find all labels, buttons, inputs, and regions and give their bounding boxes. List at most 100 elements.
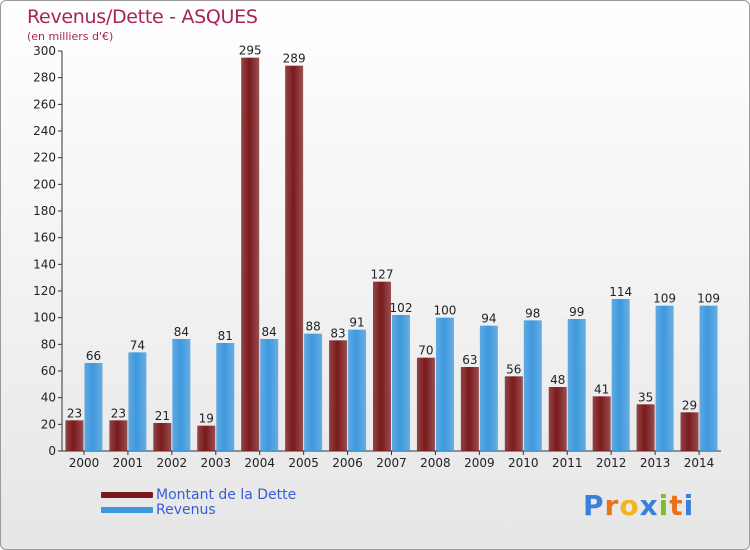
- bar-revenus: [304, 333, 323, 451]
- y-tick-label: 60: [41, 364, 56, 378]
- logo-letter: o: [619, 489, 640, 522]
- y-tick-label: 280: [33, 71, 56, 85]
- logo-letter: P: [583, 489, 605, 522]
- bar-revenus: [84, 363, 103, 451]
- x-tick-label: 2002: [157, 456, 188, 470]
- y-tick-label: 0: [48, 444, 56, 458]
- data-label-revenus: 81: [218, 329, 233, 343]
- y-tick-label: 300: [33, 44, 56, 58]
- x-tick-label: 2000: [69, 456, 100, 470]
- data-label-revenus: 114: [609, 285, 632, 299]
- chart-subtitle: (en milliers d'€): [27, 30, 114, 43]
- data-label-revenus: 66: [86, 349, 101, 363]
- data-label-revenus: 109: [653, 292, 676, 306]
- y-tick-label: 240: [33, 124, 56, 138]
- bar-revenus: [260, 339, 279, 451]
- legend-item-dette: Montant de la Dette: [101, 486, 297, 503]
- legend: Montant de la Dette Revenus: [101, 486, 297, 518]
- x-tick-label: 2014: [684, 456, 715, 470]
- data-label-revenus: 84: [262, 325, 277, 339]
- bar-dette: [592, 396, 611, 451]
- y-tick-label: 100: [33, 311, 56, 325]
- data-label-revenus: 88: [305, 320, 320, 334]
- legend-label-revenus: Revenus: [156, 501, 216, 518]
- data-label-dette: 35: [638, 390, 653, 404]
- bar-revenus: [392, 315, 410, 451]
- legend-swatch-dette: [101, 491, 153, 498]
- x-tick-label: 2010: [508, 456, 539, 470]
- bar-dette: [153, 423, 172, 451]
- data-label-dette: 48: [550, 373, 565, 387]
- bar-dette: [109, 420, 128, 451]
- data-label-revenus: 91: [349, 316, 364, 330]
- x-tick-label: 2001: [113, 456, 144, 470]
- y-tick-label: 80: [41, 337, 56, 351]
- y-tick-label: 260: [33, 97, 56, 111]
- y-tick-label: 140: [33, 257, 56, 271]
- data-label-revenus: 98: [525, 306, 540, 320]
- y-tick-label: 180: [33, 204, 56, 218]
- logo-letter: t: [669, 489, 684, 522]
- bar-dette: [329, 340, 348, 451]
- bar-revenus: [216, 343, 235, 451]
- bar-dette: [65, 420, 84, 451]
- data-label-dette: 289: [283, 52, 306, 66]
- data-label-revenus: 84: [174, 325, 189, 339]
- data-label-revenus: 109: [697, 292, 720, 306]
- data-label-dette: 127: [371, 268, 394, 282]
- bar-dette: [548, 387, 567, 451]
- x-tick-label: 2011: [552, 456, 583, 470]
- proxiti-logo: Proxiti: [583, 489, 694, 522]
- bar-dette: [680, 412, 699, 451]
- bar-revenus: [348, 329, 367, 451]
- data-label-dette: 295: [239, 44, 262, 58]
- bar-revenus: [128, 352, 147, 451]
- x-tick-label: 2007: [376, 456, 407, 470]
- legend-item-revenus: Revenus: [101, 501, 296, 518]
- data-label-revenus: 100: [433, 304, 456, 318]
- logo-letter: i: [683, 489, 695, 522]
- bar-revenus: [611, 299, 630, 451]
- x-tick-label: 2004: [244, 456, 275, 470]
- logo-letter: i: [658, 489, 670, 522]
- bar-revenus: [435, 317, 454, 451]
- legend-label-dette: Montant de la Dette: [156, 486, 297, 503]
- data-label-dette: 70: [418, 344, 433, 358]
- data-label-dette: 23: [111, 406, 126, 420]
- logo-letter: x: [639, 489, 659, 522]
- y-tick-label: 200: [33, 177, 56, 191]
- bar-revenus: [567, 319, 586, 451]
- chart-title: Revenus/Dette - ASQUES: [27, 6, 258, 28]
- bar-revenus: [172, 339, 191, 451]
- bar-revenus: [523, 320, 542, 451]
- bar-dette: [504, 376, 523, 451]
- y-tick-label: 20: [41, 417, 56, 431]
- data-label-revenus: 99: [569, 305, 584, 319]
- data-label-revenus: 74: [130, 338, 145, 352]
- data-label-revenus: 102: [390, 301, 413, 315]
- bar-dette: [241, 57, 260, 452]
- bar-revenus: [479, 325, 498, 451]
- y-tick-label: 40: [41, 391, 56, 405]
- x-tick-label: 2009: [464, 456, 495, 470]
- bar-dette: [460, 367, 479, 451]
- y-tick-label: 160: [33, 231, 56, 245]
- bar-revenus: [655, 305, 674, 451]
- data-label-dette: 29: [682, 398, 697, 412]
- y-tick-label: 120: [33, 284, 56, 298]
- x-tick-label: 2012: [596, 456, 627, 470]
- logo-letter: r: [604, 489, 620, 522]
- data-label-dette: 63: [462, 353, 477, 367]
- data-label-dette: 56: [506, 362, 521, 376]
- x-tick-label: 2013: [640, 456, 671, 470]
- data-label-dette: 83: [330, 326, 345, 340]
- bar-dette: [285, 65, 304, 452]
- data-label-dette: 19: [199, 412, 214, 426]
- x-tick-label: 2005: [288, 456, 319, 470]
- bar-dette: [416, 357, 435, 451]
- bar-dette: [197, 425, 216, 451]
- x-tick-label: 2003: [200, 456, 231, 470]
- bar-revenus: [699, 305, 718, 451]
